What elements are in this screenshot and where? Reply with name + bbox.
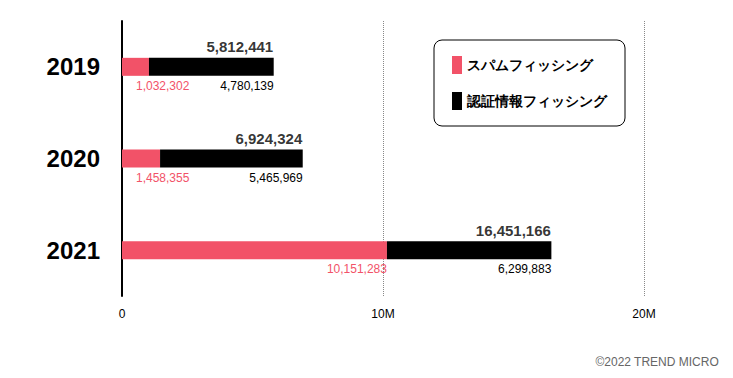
svg-text:2021: 2021 — [47, 237, 100, 264]
svg-text:6,299,883: 6,299,883 — [498, 262, 552, 276]
svg-text:20M: 20M — [632, 307, 655, 321]
svg-text:2020: 2020 — [47, 145, 100, 172]
svg-text:認証情報フィッシング: 認証情報フィッシング — [466, 93, 608, 109]
svg-text:16,451,166: 16,451,166 — [476, 222, 551, 239]
svg-text:5,812,441: 5,812,441 — [206, 38, 273, 55]
svg-text:1,458,355: 1,458,355 — [136, 171, 190, 185]
svg-text:©2022 TREND MICRO: ©2022 TREND MICRO — [595, 355, 718, 369]
svg-text:0: 0 — [119, 307, 126, 321]
svg-text:10M: 10M — [371, 307, 394, 321]
svg-text:5,465,969: 5,465,969 — [249, 171, 303, 185]
svg-text:スパムフィッシング: スパムフィッシング — [467, 57, 594, 73]
svg-text:6,924,324: 6,924,324 — [235, 130, 302, 147]
svg-text:1,032,302: 1,032,302 — [136, 79, 190, 93]
svg-text:10,151,283: 10,151,283 — [327, 262, 387, 276]
svg-text:4,780,139: 4,780,139 — [220, 79, 274, 93]
svg-text:2019: 2019 — [47, 53, 100, 80]
